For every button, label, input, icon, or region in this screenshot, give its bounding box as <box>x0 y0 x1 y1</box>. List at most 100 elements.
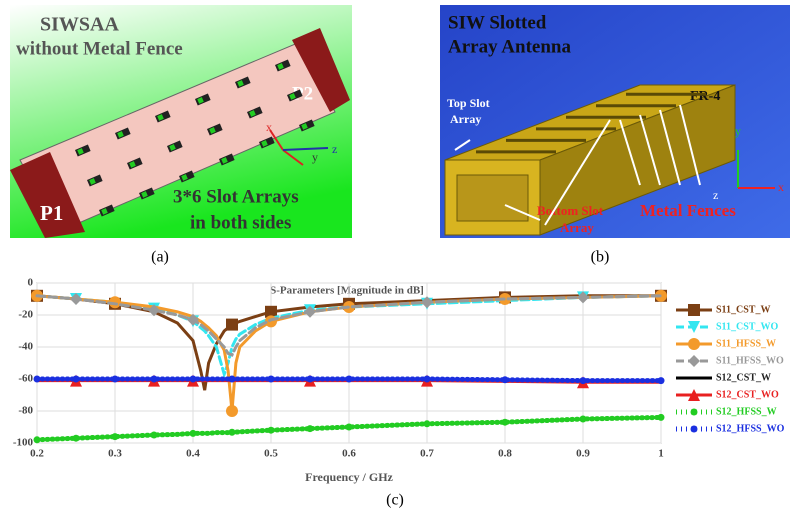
marker <box>577 291 589 304</box>
panel-label: 3*6 Slot Arrays <box>173 186 299 207</box>
chart-title: S-Parameters [Magnitude in dB] <box>270 285 424 297</box>
series-line <box>34 376 664 384</box>
port-pad <box>10 152 85 238</box>
marker <box>228 375 236 383</box>
series-line <box>34 414 664 443</box>
pointer-arrow <box>544 119 611 226</box>
slot <box>301 123 308 130</box>
y-tick-label: -80 <box>18 405 33 417</box>
x-tick-label: 1 <box>658 448 664 460</box>
panel-b: SIW Slotted Array Antenna FR-4 Top Slot … <box>440 5 790 238</box>
legend-marker <box>688 389 700 401</box>
legend-marker <box>690 408 698 416</box>
panel-label: SIWSAA <box>40 14 119 36</box>
legend-label: S12_HFSS_W <box>716 406 777 417</box>
marker <box>306 375 314 383</box>
marker <box>148 304 160 317</box>
marker <box>306 425 314 433</box>
marker <box>33 436 41 444</box>
axis-label: x <box>778 180 784 194</box>
x-tick-label: 0.9 <box>576 448 590 460</box>
axis-label: z <box>713 188 718 202</box>
legend-marker <box>688 321 700 333</box>
axis-arrow <box>282 149 304 166</box>
x-tick-label: 0.2 <box>30 448 44 460</box>
pointer-arrow <box>659 109 681 186</box>
marker <box>111 375 119 383</box>
marker <box>226 405 238 417</box>
marker <box>423 420 431 428</box>
marker <box>70 293 82 305</box>
pointer-arrow <box>639 114 661 186</box>
y-tick-label: -60 <box>18 373 33 385</box>
series-line <box>35 294 663 357</box>
x-tick-label: 0.3 <box>108 448 122 460</box>
legend-label: S12_CST_WO <box>716 389 779 400</box>
marker <box>187 313 199 326</box>
marker <box>657 413 665 421</box>
legend-label: S11_CST_WO <box>716 321 778 332</box>
slot <box>169 144 176 151</box>
y-tick-label: -100 <box>13 437 34 449</box>
slot <box>89 178 96 185</box>
slot <box>141 191 148 198</box>
x-tick-label: 0.8 <box>498 448 512 460</box>
box-hole <box>456 174 529 222</box>
marker <box>579 415 587 423</box>
slot <box>209 127 216 134</box>
y-tick-label: 0 <box>28 277 34 289</box>
panel-label: without Metal Fence <box>16 38 183 59</box>
slot <box>237 80 244 87</box>
panel-label: Bottom Slot <box>537 203 604 218</box>
panel-label: FR-4 <box>690 89 720 104</box>
panel-label: P1 <box>40 201 63 225</box>
slot <box>277 63 284 70</box>
x-tick-label: 0.4 <box>186 448 200 460</box>
panel-label: Array <box>450 112 481 126</box>
legend-marker <box>688 338 700 350</box>
marker <box>421 296 433 309</box>
slot <box>77 148 84 155</box>
marker <box>72 375 80 383</box>
axis-arrow <box>269 129 284 151</box>
pointer-arrow <box>619 119 641 186</box>
panel-a: SIWSAA without Metal Fence P2 P1 3*6 Slo… <box>10 5 352 238</box>
axis-label: x <box>266 120 272 134</box>
marker <box>150 431 158 439</box>
marker <box>33 375 41 383</box>
y-tick-label: -40 <box>18 341 33 353</box>
legend-marker <box>690 425 698 433</box>
legend-label: S11_HFSS_WO <box>716 355 784 366</box>
pointer-arrow <box>679 104 701 186</box>
marker <box>109 296 121 309</box>
slot <box>157 114 164 121</box>
pointer-arrow <box>454 139 471 151</box>
caption: (b) <box>591 249 610 266</box>
pointer-arrow <box>504 204 541 221</box>
x-tick-label: 0.5 <box>264 448 278 460</box>
marker <box>501 376 509 384</box>
axis-label: y <box>312 150 318 164</box>
marker <box>345 423 353 431</box>
slot <box>197 97 204 104</box>
marker <box>304 305 316 318</box>
marker <box>265 305 277 318</box>
slot <box>101 208 108 215</box>
slot <box>221 157 228 164</box>
x-tick-label: 0.6 <box>342 448 356 460</box>
legend-marker <box>688 355 700 367</box>
x-axis-label: Frequency / GHz <box>305 470 393 484</box>
marker <box>228 428 236 436</box>
panel-label: Top Slot <box>447 96 490 110</box>
panel-label: Array <box>560 220 594 235</box>
legend-label: S12_CST_W <box>716 372 771 383</box>
marker <box>423 375 431 383</box>
caption: (c) <box>386 492 404 509</box>
marker <box>72 434 80 442</box>
slot <box>289 93 296 100</box>
slot <box>261 140 268 147</box>
port-pad <box>292 28 350 112</box>
axis-arrow <box>282 147 329 151</box>
slot <box>181 174 188 181</box>
